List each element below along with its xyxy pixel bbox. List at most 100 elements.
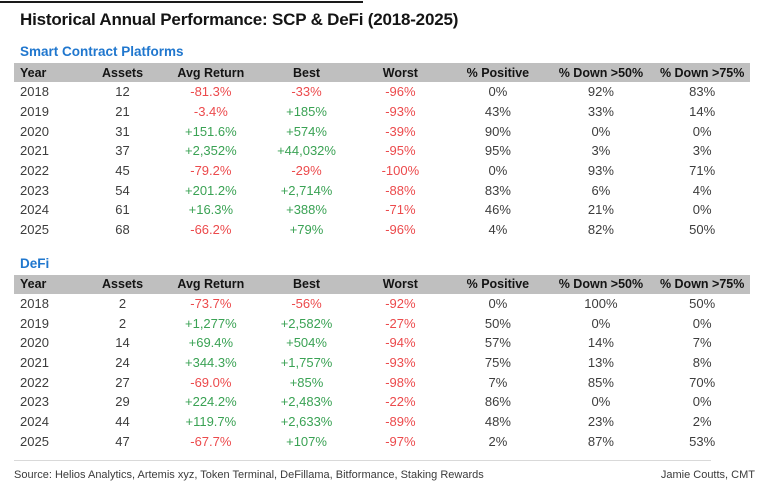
value-cell: +201.2%	[185, 182, 237, 198]
value-cell: 87%	[587, 433, 614, 449]
year-cell: 2025	[20, 222, 49, 238]
table-row: 2020 31 +151.6% +574% -39% 90% 0% 0%	[14, 121, 750, 141]
value-cell: 48%	[484, 413, 511, 429]
footer: Source: Helios Analytics, Artemis xyz, T…	[14, 461, 755, 481]
year-cell: 2024	[20, 202, 49, 218]
value-cell: -56%	[291, 295, 322, 311]
value-cell: 2%	[488, 433, 508, 449]
value-cell: 24	[115, 354, 130, 370]
value-cell: 0%	[488, 295, 508, 311]
table-row: 2018 12 -81.3% -33% -96% 0% 92% 83%	[14, 82, 750, 102]
value-cell: 57%	[484, 335, 511, 351]
column-header-avg-return: Avg Return	[161, 274, 261, 294]
value-cell: -66.2%	[190, 222, 232, 238]
value-cell: -98%	[385, 374, 416, 390]
value-cell: 86%	[484, 394, 511, 410]
value-cell: +1,277%	[185, 315, 237, 331]
value-cell: 45	[115, 163, 130, 179]
value-cell: 54	[115, 182, 130, 198]
value-cell: -71%	[385, 202, 416, 218]
year-cell: 2022	[20, 374, 49, 390]
year-cell: 2023	[20, 394, 49, 410]
top-rule	[0, 1, 363, 3]
value-cell: 2	[118, 295, 127, 311]
value-cell: +151.6%	[185, 123, 237, 139]
value-cell: 6%	[591, 182, 611, 198]
value-cell: -96%	[385, 222, 416, 238]
value-cell: 90%	[484, 123, 511, 139]
value-cell: 53%	[689, 433, 716, 449]
value-cell: -96%	[385, 84, 416, 100]
value-cell: 14%	[587, 335, 614, 351]
value-cell: 0%	[692, 315, 712, 331]
value-cell: +85%	[289, 374, 324, 390]
value-cell: 14	[115, 335, 130, 351]
value-cell: 2%	[692, 413, 712, 429]
year-cell: 2019	[20, 315, 49, 331]
table-row: 2022 27 -69.0% +85% -98% 7% 85% 70%	[14, 372, 750, 392]
source-text: Source: Helios Analytics, Artemis xyz, T…	[14, 469, 484, 481]
defi-table: Year Assets Avg Return Best Worst % Posi…	[14, 274, 750, 452]
value-cell: +224.2%	[185, 394, 237, 410]
column-header-year: Year	[14, 63, 84, 82]
value-cell: 29	[115, 394, 130, 410]
value-cell: -100%	[381, 163, 420, 179]
year-cell: 2020	[20, 335, 49, 351]
value-cell: 33%	[587, 104, 614, 120]
value-cell: 0%	[692, 202, 712, 218]
value-cell: +79%	[289, 222, 324, 238]
value-cell: +504%	[286, 335, 327, 351]
column-header-pct-positive: % Positive	[448, 63, 548, 82]
value-cell: +2,582%	[280, 315, 333, 331]
column-header-pct-down-50: % Down >50%	[547, 274, 655, 294]
value-cell: -27%	[385, 315, 416, 331]
value-cell: 13%	[587, 354, 614, 370]
value-cell: 0%	[591, 394, 611, 410]
value-cell: 100%	[584, 295, 618, 311]
value-cell: +388%	[286, 202, 327, 218]
year-cell: 2019	[20, 104, 49, 120]
value-cell: +2,714%	[280, 182, 333, 198]
value-cell: +44,032%	[277, 143, 336, 159]
value-cell: 75%	[484, 354, 511, 370]
value-cell: 4%	[692, 182, 712, 198]
value-cell: +2,633%	[280, 413, 333, 429]
value-cell: 8%	[692, 354, 712, 370]
value-cell: 7%	[488, 374, 508, 390]
value-cell: +16.3%	[188, 202, 234, 218]
value-cell: 70%	[689, 374, 716, 390]
value-cell: -92%	[385, 295, 416, 311]
value-cell: -67.7%	[190, 433, 232, 449]
column-header-best: Best	[260, 63, 353, 82]
value-cell: 95%	[484, 143, 511, 159]
value-cell: -88%	[385, 182, 416, 198]
value-cell: 31	[115, 123, 130, 139]
value-cell: 46%	[484, 202, 511, 218]
value-cell: 0%	[591, 315, 611, 331]
table-row: 2022 45 -79.2% -29% -100% 0% 93% 71%	[14, 161, 750, 181]
value-cell: 61	[115, 202, 130, 218]
column-header-pct-positive: % Positive	[448, 274, 548, 294]
value-cell: -89%	[385, 413, 416, 429]
value-cell: -39%	[385, 123, 416, 139]
column-header-assets: Assets	[83, 274, 162, 294]
column-header-year: Year	[14, 274, 84, 294]
value-cell: 7%	[692, 335, 712, 351]
value-cell: 85%	[587, 374, 614, 390]
value-cell: -93%	[385, 104, 416, 120]
value-cell: 12	[115, 84, 130, 100]
value-cell: -73.7%	[190, 295, 232, 311]
value-cell: -3.4%	[193, 104, 228, 120]
value-cell: +69.4%	[188, 335, 234, 351]
scp-header-row: Year Assets Avg Return Best Worst % Posi…	[14, 63, 750, 82]
year-cell: 2018	[20, 295, 49, 311]
value-cell: 92%	[587, 84, 614, 100]
value-cell: -81.3%	[190, 84, 232, 100]
year-cell: 2021	[20, 354, 49, 370]
value-cell: 0%	[591, 123, 611, 139]
value-cell: 0%	[692, 394, 712, 410]
defi-header-row: Year Assets Avg Return Best Worst % Posi…	[14, 274, 750, 294]
value-cell: +344.3%	[185, 354, 237, 370]
year-cell: 2025	[20, 433, 49, 449]
